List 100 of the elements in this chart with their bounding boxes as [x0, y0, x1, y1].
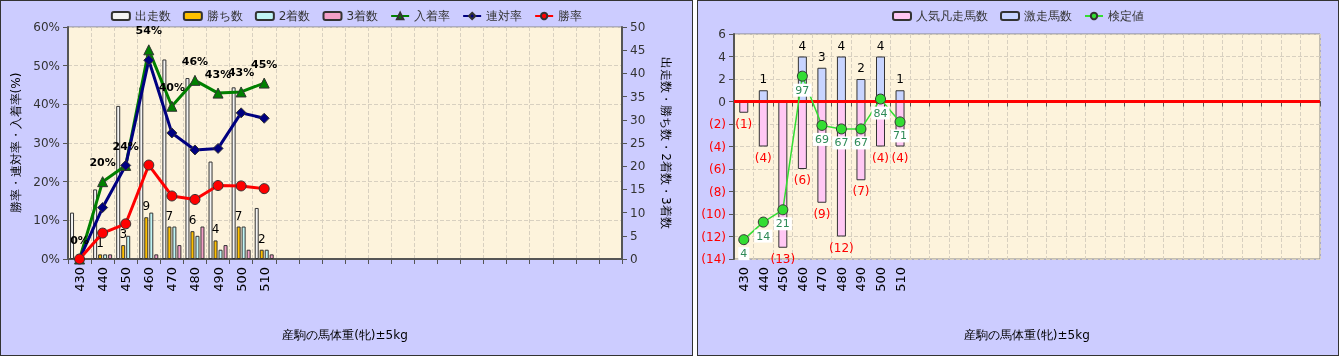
legend-label: 激走馬数 — [1024, 9, 1072, 23]
bar — [895, 90, 905, 102]
x-tick-label: 470 — [164, 267, 180, 292]
y2-tick-label: 15 — [630, 182, 646, 197]
point — [143, 54, 155, 66]
x-tick-label: 510 — [256, 267, 272, 292]
y2-axis-title: 出走数・勝ち数・2着数・3着数 — [659, 57, 673, 229]
point — [235, 86, 247, 98]
point — [189, 144, 201, 156]
legend-label: 入着率 — [414, 9, 451, 23]
data-label: (4) — [872, 150, 889, 165]
data-label: 67 — [853, 136, 868, 150]
point — [143, 159, 155, 171]
point — [757, 216, 769, 228]
point — [258, 112, 270, 124]
data-label: 3 — [818, 49, 826, 64]
y2-tick-label: 40 — [630, 66, 646, 81]
point — [258, 183, 270, 195]
y-tick-label: (4) — [709, 139, 726, 154]
x-tick-label: 500 — [873, 267, 888, 292]
point — [738, 234, 750, 246]
legend-label: 2着数 — [278, 9, 311, 23]
y-tick-label: 10% — [33, 213, 60, 228]
y-tick-label: 40% — [33, 97, 60, 112]
point — [97, 202, 109, 214]
x-tick-label: 440 — [755, 267, 771, 292]
legend-label: 勝率 — [558, 9, 583, 23]
data-label: (4) — [891, 150, 909, 165]
x-tick-label: 430 — [736, 267, 752, 292]
y2-tick-label: 50 — [630, 20, 646, 34]
data-label: 54% — [135, 24, 162, 38]
legend-label: 3着数 — [346, 9, 379, 23]
data-label: 2 — [857, 61, 865, 75]
x-axis-title: 産駒の馬体重(牝)±5kg — [282, 328, 408, 342]
bar — [758, 90, 768, 102]
data-label: 67 — [834, 136, 849, 150]
x-tick-label: 480 — [187, 267, 203, 292]
data-label: 97 — [795, 83, 810, 97]
data-label: 14 — [756, 229, 771, 243]
x-tick-label: 430 — [72, 267, 88, 292]
point — [166, 100, 178, 112]
data-label: 71 — [893, 129, 908, 143]
point — [796, 70, 808, 82]
point — [777, 204, 789, 216]
bar — [797, 101, 807, 169]
point — [235, 180, 247, 192]
point — [189, 74, 201, 86]
y-tick-label: 60% — [33, 20, 60, 34]
data-label: (12) — [829, 240, 854, 255]
point — [166, 190, 178, 202]
data-label: (4) — [754, 150, 772, 165]
legend-label: 検定値 — [1108, 9, 1144, 23]
y-tick-label: 4 — [718, 49, 726, 64]
y-tick-label: 20% — [33, 174, 60, 189]
y-tick-label: (8) — [709, 184, 726, 199]
data-label: (6) — [793, 173, 811, 187]
data-label: 84 — [873, 106, 888, 120]
y-tick-label: 0% — [40, 252, 60, 266]
x-tick-label: 450 — [118, 267, 134, 292]
bar — [817, 67, 827, 102]
data-label: 4 — [211, 222, 220, 237]
y-tick-label: 30% — [33, 136, 60, 150]
y2-tick-label: 35 — [630, 89, 646, 104]
bar — [836, 56, 846, 102]
y-tick-label: 50% — [33, 58, 60, 73]
data-label: 45% — [251, 57, 278, 71]
data-label: 7 — [234, 208, 243, 223]
x-tick-label: 460 — [141, 267, 157, 292]
data-label: 1 — [759, 72, 768, 87]
legend-label: 勝ち数 — [206, 9, 243, 23]
y-tick-label: 6 — [718, 27, 726, 41]
y2-tick-label: 20 — [630, 159, 646, 174]
x-tick-label: 480 — [833, 267, 849, 292]
y-tick-label: (14) — [701, 252, 726, 266]
legend-label: 人気凡走馬数 — [916, 9, 988, 23]
point — [97, 176, 109, 188]
y2-tick-label: 0 — [630, 252, 638, 266]
y2-tick-label: 5 — [630, 228, 638, 243]
point — [875, 93, 886, 105]
point — [235, 107, 247, 119]
data-label: 21 — [775, 217, 790, 231]
legend-label: 連対率 — [486, 9, 523, 23]
y2-tick-label: 25 — [630, 136, 646, 150]
data-label: (13) — [770, 251, 796, 266]
point — [212, 87, 224, 99]
x-tick-label: 490 — [853, 267, 869, 292]
x-tick-label: 450 — [775, 267, 791, 292]
point — [835, 123, 847, 135]
x-axis-title: 産駒の馬体重(牝)±5kg — [964, 328, 1090, 342]
point — [97, 227, 109, 239]
point — [166, 127, 178, 139]
y-tick-label: (12) — [701, 229, 726, 244]
bar — [856, 79, 866, 102]
point — [212, 142, 224, 154]
y2-tick-label: 45 — [630, 43, 646, 58]
point — [855, 123, 867, 135]
data-label: 20% — [89, 156, 116, 170]
data-label: 4 — [837, 38, 846, 53]
data-label: (7) — [852, 184, 870, 199]
x-tick-label: 500 — [233, 267, 249, 292]
